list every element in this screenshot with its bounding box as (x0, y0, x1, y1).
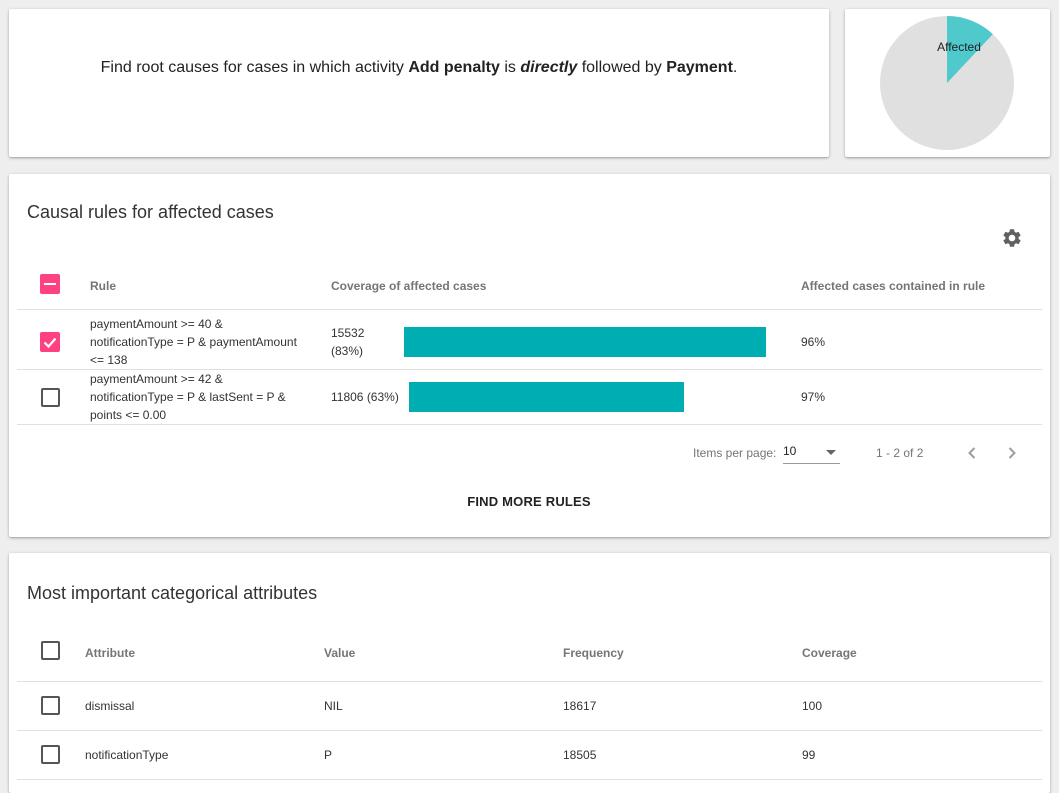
rule-line: notificationType = P & paymentAmount (90, 335, 297, 349)
attribute-frequency: 18505 (563, 748, 597, 762)
activity-b: Payment (666, 59, 733, 76)
query-followed: followed by (577, 59, 667, 76)
coverage-bar (404, 327, 766, 357)
rule-line: <= 138 (90, 353, 128, 367)
items-per-page-value: 10 (783, 444, 797, 458)
query-prefix: Find root causes for cases in which acti… (100, 59, 409, 76)
causal-rules-card: Causal rules for affected cases Rule Cov… (9, 174, 1050, 537)
rule-row-checkbox[interactable] (41, 388, 60, 407)
chevron-left-icon (968, 447, 976, 459)
query-description: Find root causes for cases in which acti… (9, 59, 829, 77)
attributes-card-title: Most important categorical attributes (27, 583, 318, 603)
rule-text: paymentAmount >= 42 & notificationType =… (90, 370, 286, 424)
gear-icon[interactable] (1001, 227, 1023, 249)
select-all-rules-checkbox[interactable] (40, 274, 60, 294)
rule-row-checkbox[interactable] (40, 332, 60, 352)
select-all-attributes-checkbox[interactable] (41, 641, 60, 660)
attribute-name: notificationType (85, 748, 169, 762)
query-card: Find root causes for cases in which acti… (9, 9, 829, 157)
pie-slice-affected (947, 16, 993, 83)
rule-line: paymentAmount >= 42 & (90, 372, 223, 386)
column-header-contained[interactable]: Affected cases contained in rule (801, 279, 986, 293)
rule-line: paymentAmount >= 40 & (90, 317, 223, 331)
column-header-coverage[interactable]: Coverage (802, 646, 857, 660)
chevron-down-icon (826, 450, 836, 455)
rule-text: paymentAmount >= 40 & notificationType =… (90, 315, 297, 369)
affected-pie-card: Affected (845, 9, 1050, 157)
affected-pie-chart: Affected (880, 16, 1014, 150)
rule-line: notificationType = P & lastSent = P & (90, 390, 286, 404)
contained-percent: 96% (801, 335, 826, 349)
contained-percent: 97% (801, 390, 826, 404)
column-header-coverage[interactable]: Coverage of affected cases (331, 279, 487, 293)
categorical-attributes-card: Most important categorical attributes At… (9, 553, 1050, 793)
column-header-rule[interactable]: Rule (90, 279, 117, 293)
attribute-frequency: 18617 (563, 699, 597, 713)
column-header-attribute[interactable]: Attribute (85, 646, 135, 660)
items-per-page-label: Items per page: (693, 446, 777, 460)
attribute-coverage: 99 (802, 748, 816, 762)
rule-row[interactable]: paymentAmount >= 42 & notificationType =… (17, 370, 1042, 425)
attribute-name: dismissal (85, 699, 135, 713)
activity-a: Add penalty (408, 59, 500, 76)
pie-label-affected: Affected (937, 40, 981, 54)
attribute-row[interactable]: dismissal NIL 18617 100 (17, 682, 1042, 731)
column-header-value[interactable]: Value (324, 646, 356, 660)
attribute-row[interactable]: notificationType P 18505 99 (17, 731, 1042, 780)
coverage-text: 15532 (83%) (331, 324, 364, 360)
rules-card-title: Causal rules for affected cases (27, 202, 274, 222)
attribute-value: P (324, 748, 333, 762)
next-page-button[interactable] (1000, 441, 1024, 465)
query-is: is (499, 59, 521, 76)
coverage-count: 11806 (63%) (331, 390, 399, 404)
coverage-bar (409, 382, 684, 412)
find-more-rules-button[interactable]: FIND MORE RULES (467, 494, 591, 509)
attribute-row-checkbox[interactable] (41, 745, 60, 764)
attribute-row-checkbox[interactable] (41, 696, 60, 715)
attribute-coverage: 100 (802, 699, 823, 713)
attribute-value: NIL (324, 699, 343, 713)
previous-page-button[interactable] (960, 441, 984, 465)
query-suffix: . (732, 59, 738, 76)
coverage-percent: (83%) (331, 344, 364, 358)
page-range-label: 1 - 2 of 2 (876, 446, 924, 460)
chevron-right-icon (1008, 447, 1016, 459)
column-header-frequency[interactable]: Frequency (563, 646, 624, 660)
coverage-count: 15532 (331, 326, 365, 340)
coverage-text: 11806 (63%) (331, 388, 399, 406)
rule-row[interactable]: paymentAmount >= 40 & notificationType =… (17, 315, 1042, 370)
attributes-table-header: Attribute Value Frequency Coverage (17, 628, 1042, 682)
items-per-page-select[interactable]: 10 (783, 444, 840, 464)
rule-line: points <= 0.00 (90, 408, 167, 422)
relation-type: directly (520, 59, 578, 76)
rules-table-header: Rule Coverage of affected cases Affected… (17, 262, 1042, 310)
